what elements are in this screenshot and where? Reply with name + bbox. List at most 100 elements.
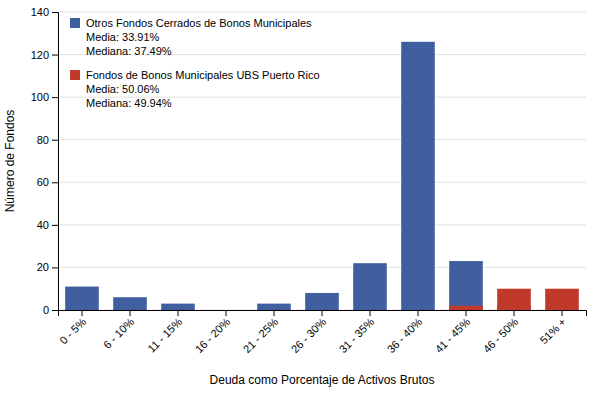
legend-annotation: Mediana: 49.94% (86, 97, 172, 109)
x-tick-label: 0 - 5% (57, 315, 88, 346)
x-tick-label: 21 - 25% (241, 315, 281, 355)
legend-annotation: Media: 50.06% (86, 83, 160, 95)
x-tick-mark (322, 310, 323, 316)
grid-line (58, 224, 586, 225)
x-tick: 46 - 50% (481, 310, 521, 355)
bar (353, 310, 387, 311)
x-tick: 11 - 15% (145, 310, 184, 355)
x-tick-mark (82, 310, 83, 316)
bar (449, 306, 483, 310)
bar (449, 261, 483, 310)
x-tick-mark (274, 310, 275, 316)
y-tick-label: 60 (37, 176, 49, 188)
y-axis: 0 20 40 60 80 100 120 140 (31, 6, 59, 316)
x-tick-mark (466, 310, 467, 316)
plot: 0 20 40 60 80 100 120 140 0 - 5% 6 - 10% 11 - 15%1… (3, 6, 587, 387)
legend-item: Fondos de Bonos Municipales UBS Puerto R… (70, 69, 320, 109)
x-tick-mark (226, 310, 227, 316)
bar (305, 310, 339, 311)
y-tick-mark (52, 310, 58, 311)
x-tick-label: 36 - 40% (385, 315, 425, 355)
y-tick-mark (52, 267, 58, 268)
x-tick-mark (178, 310, 179, 316)
x-tick-label: 6 - 10% (101, 315, 136, 350)
y-axis-title: Número de Fondos (3, 110, 17, 213)
legend-annotation: Media: 33.91% (86, 31, 160, 43)
x-tick: 21 - 25% (241, 310, 281, 355)
x-tick-mark (562, 310, 563, 316)
x-tick-label: 11 - 15% (145, 315, 184, 354)
y-tick: 20 (37, 261, 58, 273)
y-tick-mark (52, 12, 58, 13)
y-tick: 140 (31, 6, 58, 18)
bar (161, 304, 195, 310)
bar (65, 287, 99, 310)
y-tick-mark (52, 182, 58, 183)
y-tick-label: 140 (31, 6, 49, 18)
x-tick: 31 - 35% (337, 310, 377, 355)
x-axis: 0 - 5% 6 - 10% 11 - 15%16 - 20%21 - 25%26 … (57, 310, 586, 355)
bar-series (65, 42, 531, 310)
bar (209, 310, 243, 311)
x-tick-label: 51% + (537, 316, 568, 347)
x-tick-label: 16 - 20% (193, 315, 233, 355)
y-tick: 80 (37, 134, 58, 146)
bar (401, 42, 435, 310)
legend-label: Fondos de Bonos Municipales UBS Puerto R… (86, 69, 320, 81)
y-tick-label: 80 (37, 134, 49, 146)
legend: Otros Fondos Cerrados de Bonos Municipal… (70, 17, 320, 109)
x-tick: 26 - 30% (289, 310, 329, 355)
x-tick: 16 - 20% (193, 310, 233, 355)
grid (58, 12, 586, 310)
x-tick-label: 26 - 30% (289, 315, 329, 355)
bar (209, 310, 243, 311)
x-tick: 6 - 10% (101, 310, 136, 351)
bar (353, 263, 387, 310)
y-tick-label: 40 (37, 219, 49, 231)
x-tick-mark (130, 310, 131, 316)
bar-series (449, 289, 579, 310)
grid-line (58, 267, 586, 268)
x-tick-label: 46 - 50% (481, 315, 521, 355)
y-tick: 0 (43, 304, 58, 316)
y-tick-label: 120 (31, 49, 49, 61)
x-tick-mark (370, 310, 371, 316)
bar (545, 289, 579, 310)
x-tick-label: 41 - 45% (433, 315, 473, 355)
bar (257, 310, 291, 311)
chart: 0 20 40 60 80 100 120 140 0 - 5% 6 - 10% 11 - 15%1… (0, 0, 600, 394)
x-tick: 0 - 5% (57, 310, 88, 346)
bar (257, 304, 291, 310)
y-tick-mark (52, 55, 58, 56)
bars (65, 42, 579, 310)
y-tick-label: 100 (31, 91, 49, 103)
bar (497, 289, 531, 310)
x-tick-label: 31 - 35% (337, 315, 377, 355)
y-tick-mark (52, 140, 58, 141)
y-tick-label: 0 (43, 304, 49, 316)
legend-swatch (70, 70, 80, 80)
y-tick: 40 (37, 219, 58, 231)
y-tick: 120 (31, 49, 58, 61)
legend-annotation: Mediana: 37.49% (86, 45, 172, 57)
legend-item: Otros Fondos Cerrados de Bonos Municipal… (70, 17, 312, 57)
x-tick: 41 - 45% (433, 310, 473, 355)
x-tick: 36 - 40% (385, 310, 425, 355)
y-tick-label: 20 (37, 261, 49, 273)
grid-line (58, 139, 586, 140)
x-tick: 51% + (537, 310, 568, 346)
x-axis-line (59, 311, 587, 317)
y-tick-mark (52, 225, 58, 226)
bar (113, 297, 147, 310)
grid-line (58, 182, 586, 183)
x-tick-mark (514, 310, 515, 316)
y-tick-mark (52, 97, 58, 98)
bar (401, 310, 435, 311)
y-tick: 100 (31, 91, 58, 103)
x-tick-mark (418, 310, 419, 316)
x-axis-title: Deuda como Porcentaje de Activos Brutos (210, 373, 435, 387)
bar (65, 310, 99, 311)
y-axis-line (52, 13, 59, 311)
bar (161, 310, 195, 311)
legend-swatch (70, 18, 80, 28)
